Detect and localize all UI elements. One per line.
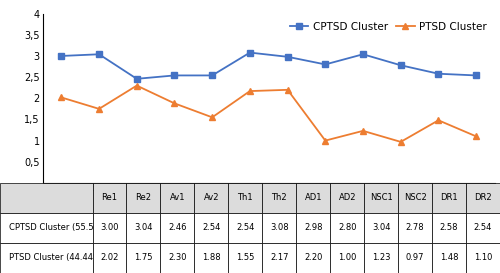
PTSD Cluster bbox=[134, 84, 140, 87]
PTSD Cluster bbox=[284, 88, 290, 91]
Line: PTSD Cluster: PTSD Cluster bbox=[58, 82, 480, 145]
CPTSD Cluster bbox=[172, 74, 177, 77]
CPTSD Cluster bbox=[209, 74, 215, 77]
CPTSD Cluster bbox=[398, 64, 404, 67]
PTSD Cluster bbox=[247, 90, 253, 93]
PTSD Cluster bbox=[96, 107, 102, 111]
CPTSD Cluster bbox=[322, 63, 328, 66]
Legend: CPTSD Cluster, PTSD Cluster: CPTSD Cluster, PTSD Cluster bbox=[286, 19, 490, 35]
CPTSD Cluster bbox=[436, 72, 442, 75]
Line: CPTSD Cluster: CPTSD Cluster bbox=[58, 49, 480, 82]
CPTSD Cluster bbox=[58, 54, 64, 58]
PTSD Cluster bbox=[473, 135, 479, 138]
CPTSD Cluster bbox=[96, 53, 102, 56]
PTSD Cluster bbox=[58, 96, 64, 99]
PTSD Cluster bbox=[360, 129, 366, 132]
CPTSD Cluster bbox=[284, 55, 290, 58]
PTSD Cluster bbox=[436, 119, 442, 122]
CPTSD Cluster bbox=[134, 77, 140, 81]
PTSD Cluster bbox=[172, 102, 177, 105]
PTSD Cluster bbox=[209, 116, 215, 119]
PTSD Cluster bbox=[398, 140, 404, 144]
PTSD Cluster bbox=[322, 139, 328, 142]
CPTSD Cluster bbox=[473, 74, 479, 77]
CPTSD Cluster bbox=[360, 53, 366, 56]
CPTSD Cluster bbox=[247, 51, 253, 54]
